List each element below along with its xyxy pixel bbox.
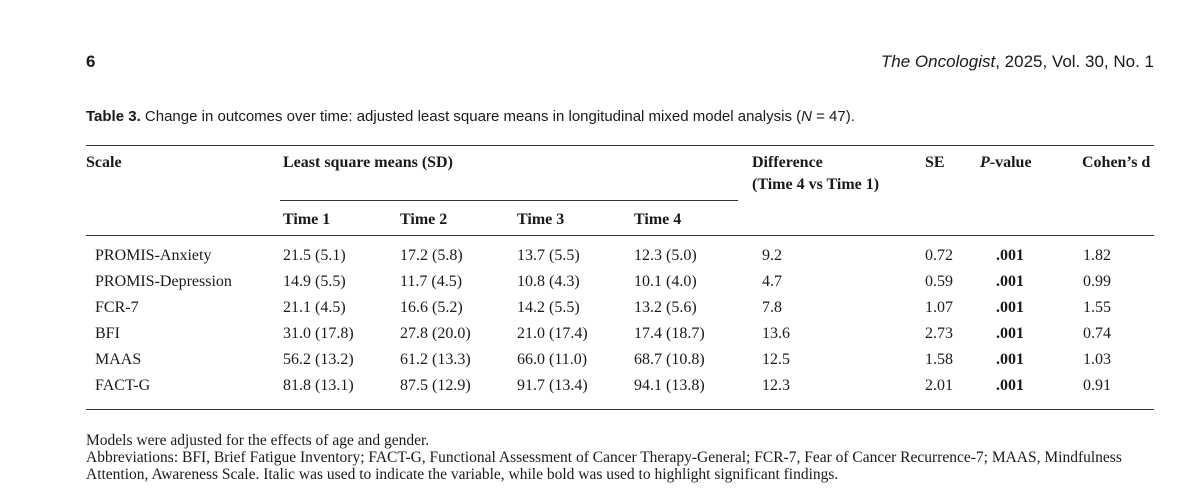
cell-p-value: .001 bbox=[996, 325, 1024, 342]
cell-cohens-d: 0.99 bbox=[1083, 273, 1111, 290]
cell-difference: 7.8 bbox=[762, 299, 782, 316]
cell-p-value: .001 bbox=[996, 247, 1024, 264]
lsm-span-rule bbox=[280, 200, 738, 201]
table-label: Table 3. bbox=[86, 108, 141, 125]
caption-text-end: = 47). bbox=[811, 108, 855, 125]
cell-time-2: 87.5 (12.9) bbox=[400, 377, 471, 394]
cell-time-3: 14.2 (5.5) bbox=[517, 299, 580, 316]
cell-cohens-d: 1.82 bbox=[1083, 247, 1111, 264]
cell-difference: 4.7 bbox=[762, 273, 782, 290]
page-number: 6 bbox=[86, 52, 96, 71]
footnote-adjustment: Models were adjusted for the effects of … bbox=[86, 432, 430, 449]
cell-time-1: 21.5 (5.1) bbox=[283, 247, 346, 264]
cell-p-value: .001 bbox=[996, 299, 1024, 316]
cell-time-1: 31.0 (17.8) bbox=[283, 325, 354, 342]
cell-difference: 9.2 bbox=[762, 247, 782, 264]
cell-p-value: .001 bbox=[996, 377, 1024, 394]
header-difference: Difference (Time 4 vs Time 1) bbox=[752, 152, 879, 196]
citation: , 2025, Vol. 30, No. 1 bbox=[995, 52, 1154, 71]
cell-time-3: 13.7 (5.5) bbox=[517, 247, 580, 264]
cell-time-4: 68.7 (10.8) bbox=[634, 351, 705, 368]
journal-name: The Oncologist bbox=[880, 52, 996, 71]
cell-se: 0.59 bbox=[925, 273, 953, 290]
header-time-4: Time 4 bbox=[634, 211, 682, 228]
header-p-rest: -value bbox=[989, 154, 1032, 171]
header-difference-line2: (Time 4 vs Time 1) bbox=[752, 176, 880, 193]
cell-time-1: 21.1 (4.5) bbox=[283, 299, 346, 316]
cell-time-4: 12.3 (5.0) bbox=[634, 247, 697, 264]
cell-time-3: 21.0 (17.4) bbox=[517, 325, 588, 342]
cell-time-2: 61.2 (13.3) bbox=[400, 351, 471, 368]
cell-difference: 12.3 bbox=[762, 377, 790, 394]
cell-p-value: .001 bbox=[996, 273, 1024, 290]
header-se: SE bbox=[925, 154, 945, 171]
cell-cohens-d: 1.03 bbox=[1083, 351, 1111, 368]
cell-time-4: 13.2 (5.6) bbox=[634, 299, 697, 316]
cell-time-3: 10.8 (4.3) bbox=[517, 273, 580, 290]
header-bottom-rule bbox=[86, 235, 1154, 236]
cell-scale: PROMIS-Depression bbox=[95, 273, 232, 290]
table-top-rule bbox=[86, 145, 1154, 146]
cell-scale: FCR-7 bbox=[95, 299, 139, 316]
header-least-square-means: Least square means (SD) bbox=[283, 154, 453, 171]
header-time-2: Time 2 bbox=[400, 211, 448, 228]
caption-n: N bbox=[801, 108, 812, 125]
table-footnotes: Models were adjusted for the effects of … bbox=[86, 432, 1166, 483]
header-difference-line1: Difference bbox=[752, 154, 823, 171]
header-time-3: Time 3 bbox=[517, 211, 565, 228]
cell-time-3: 91.7 (13.4) bbox=[517, 377, 588, 394]
cell-scale: PROMIS-Anxiety bbox=[95, 247, 212, 264]
cell-se: 2.73 bbox=[925, 325, 953, 342]
cell-scale: BFI bbox=[95, 325, 120, 342]
header-p-value: P-value bbox=[980, 152, 1032, 174]
cell-time-2: 16.6 (5.2) bbox=[400, 299, 463, 316]
cell-se: 1.07 bbox=[925, 299, 953, 316]
cell-cohens-d: 0.91 bbox=[1083, 377, 1111, 394]
cell-time-3: 66.0 (11.0) bbox=[517, 351, 588, 368]
cell-time-2: 27.8 (20.0) bbox=[400, 325, 471, 342]
cell-difference: 13.6 bbox=[762, 325, 790, 342]
cell-time-1: 56.2 (13.2) bbox=[283, 351, 354, 368]
cell-time-2: 11.7 (4.5) bbox=[400, 273, 463, 290]
cell-cohens-d: 1.55 bbox=[1083, 299, 1111, 316]
cell-difference: 12.5 bbox=[762, 351, 790, 368]
cell-scale: FACT-G bbox=[95, 377, 151, 394]
cell-time-1: 81.8 (13.1) bbox=[283, 377, 354, 394]
cell-p-value: .001 bbox=[996, 351, 1024, 368]
cell-time-4: 17.4 (18.7) bbox=[634, 325, 705, 342]
cell-time-1: 14.9 (5.5) bbox=[283, 273, 346, 290]
cell-se: 0.72 bbox=[925, 247, 953, 264]
running-head: The Oncologist, 2025, Vol. 30, No. 1 bbox=[881, 52, 1154, 72]
cell-se: 1.58 bbox=[925, 351, 953, 368]
header-p-italic: P bbox=[980, 154, 990, 171]
header-time-1: Time 1 bbox=[283, 211, 331, 228]
cell-time-4: 10.1 (4.0) bbox=[634, 273, 697, 290]
header-cohens-d: Cohen’s d bbox=[1082, 154, 1151, 171]
cell-scale: MAAS bbox=[95, 351, 142, 368]
footnote-abbreviations: Abbreviations: BFI, Brief Fatigue Invent… bbox=[86, 449, 1122, 483]
cell-time-4: 94.1 (13.8) bbox=[634, 377, 705, 394]
table-bottom-rule bbox=[86, 409, 1154, 410]
table-caption: Table 3. Change in outcomes over time: a… bbox=[86, 108, 855, 125]
header-scale: Scale bbox=[86, 154, 122, 171]
cell-se: 2.01 bbox=[925, 377, 953, 394]
cell-time-2: 17.2 (5.8) bbox=[400, 247, 463, 264]
cell-cohens-d: 0.74 bbox=[1083, 325, 1111, 342]
caption-text: Change in outcomes over time: adjusted l… bbox=[140, 108, 802, 125]
